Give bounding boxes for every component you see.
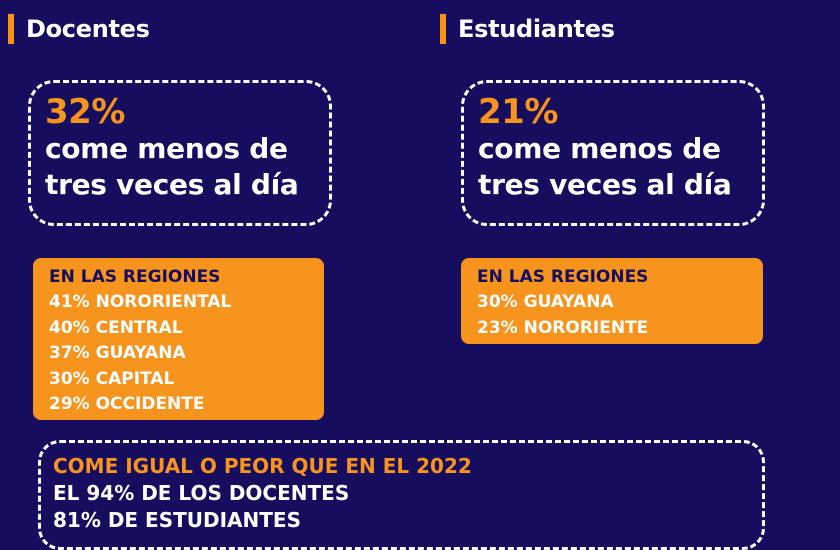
docentes-region-item: 30% CAPITAL bbox=[49, 368, 175, 389]
estudiantes-stat-line-1: come menos de bbox=[478, 132, 721, 165]
comparison-line-estudiantes: 81% DE ESTUDIANTES bbox=[53, 508, 301, 532]
docentes-stat-box: 32% come menos de tres veces al día bbox=[28, 80, 332, 226]
estudiantes-stat-box: 21% come menos de tres veces al día bbox=[461, 80, 765, 226]
docentes-title-label: Docentes bbox=[26, 15, 150, 43]
comparison-heading: COME IGUAL O PEOR QUE EN EL 2022 bbox=[53, 454, 472, 478]
estudiantes-title-label: Estudiantes bbox=[458, 15, 615, 43]
estudiantes-regions-heading: EN LAS REGIONES bbox=[477, 267, 649, 287]
docentes-regions-box: EN LAS REGIONES 41% NORORIENTAL 40% CENT… bbox=[33, 258, 324, 420]
estudiantes-region-item: 23% NORORIENTE bbox=[477, 317, 649, 338]
docentes-stat-line-2: tres veces al día bbox=[45, 168, 299, 201]
estudiantes-stat-percent: 21% bbox=[478, 92, 558, 132]
title-accent-bar bbox=[8, 14, 14, 44]
docentes-stat-percent: 32% bbox=[45, 92, 125, 132]
docentes-region-item: 41% NORORIENTAL bbox=[49, 292, 232, 312]
estudiantes-stat-line-2: tres veces al día bbox=[478, 168, 732, 201]
comparison-line-docentes: EL 94% DE LOS DOCENTES bbox=[53, 481, 350, 505]
docentes-region-item: 29% OCCIDENTE bbox=[49, 394, 205, 414]
comparison-box: COME IGUAL O PEOR QUE EN EL 2022 EL 94% … bbox=[38, 440, 765, 550]
estudiantes-region-item: 30% GUAYANA bbox=[477, 292, 614, 312]
docentes-region-item: 40% CENTRAL bbox=[49, 317, 183, 338]
docentes-region-item: 37% GUAYANA bbox=[49, 343, 186, 363]
title-accent-bar bbox=[440, 14, 446, 44]
docentes-stat-line-1: come menos de bbox=[45, 132, 288, 165]
estudiantes-regions-box: EN LAS REGIONES 30% GUAYANA 23% NORORIEN… bbox=[461, 258, 763, 344]
docentes-regions-heading: EN LAS REGIONES bbox=[49, 267, 221, 287]
estudiantes-title: Estudiantes bbox=[440, 13, 615, 45]
docentes-title: Docentes bbox=[8, 13, 150, 45]
